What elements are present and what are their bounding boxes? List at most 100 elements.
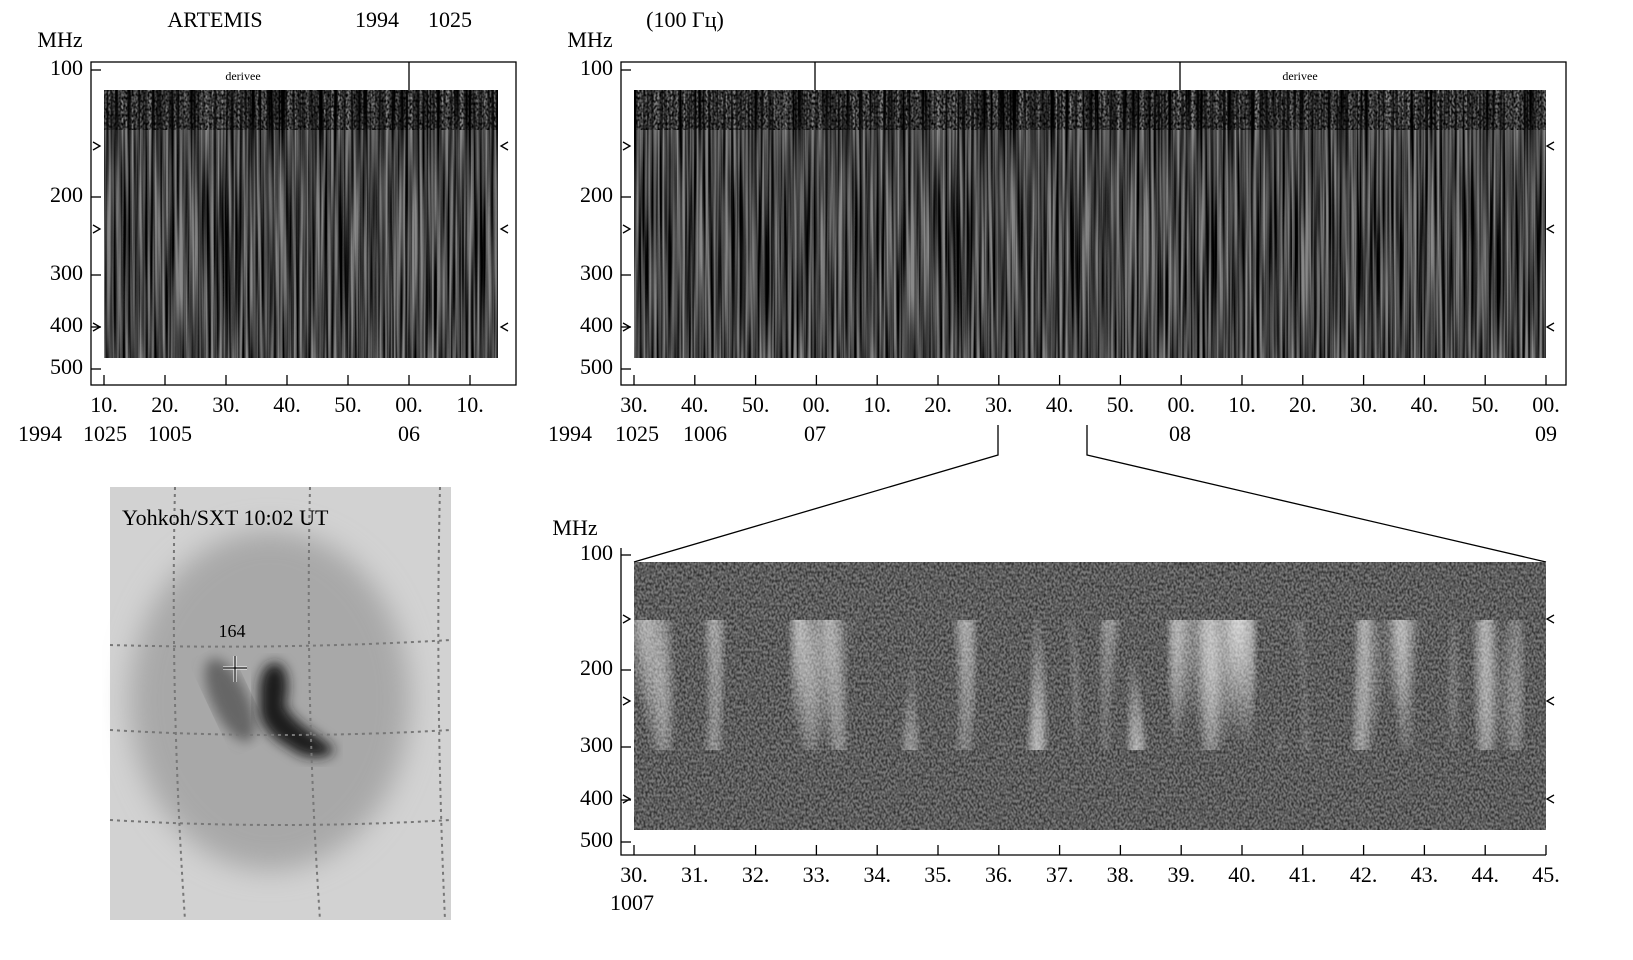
y-tick-label: 300	[580, 732, 613, 757]
x-row2-label: 06	[398, 421, 420, 446]
x-tick-label: 30.	[1350, 392, 1378, 417]
panel-a: ARTEMIS 1994 1025 MHz derivee	[37, 7, 517, 386]
x-tick-label: 20.	[924, 392, 952, 417]
band-marker	[1545, 696, 1555, 706]
x-tick-label: 41.	[1289, 862, 1317, 887]
x-tick-label: 50.	[1471, 392, 1499, 417]
x-row2-label: 1006	[683, 421, 727, 446]
spectrogram-texture	[634, 90, 1546, 358]
y-unit: MHz	[567, 27, 612, 52]
y-tick-label: 300	[580, 260, 613, 285]
note: derivee	[225, 69, 260, 83]
band-marker	[622, 141, 632, 151]
x-tick-label: 40.	[681, 392, 709, 417]
band-marker	[1545, 614, 1555, 624]
y-tick-label: 100	[580, 55, 613, 80]
x-tick-label: 37.	[1046, 862, 1074, 887]
panel-title: (100 Гц)	[646, 7, 724, 32]
y-tick-label: 400	[580, 785, 613, 810]
band-marker	[622, 614, 632, 624]
y-tick-label: 500	[580, 827, 613, 852]
y-tick-label: 200	[580, 655, 613, 680]
x-row2-label: 1025	[615, 421, 659, 446]
band-marker	[622, 322, 632, 332]
x-tick-label: 40.	[1411, 392, 1439, 417]
band-marker	[1545, 794, 1555, 804]
x-tick-label: 00.	[1167, 392, 1195, 417]
x-row2-label: 1994	[548, 421, 592, 446]
x-tick-label: 40.	[1046, 392, 1074, 417]
x-row2-label: 1007	[610, 890, 654, 915]
x-tick-label: 10.	[90, 392, 118, 417]
sxt-cross	[223, 656, 247, 682]
band-marker	[92, 141, 102, 151]
band-marker	[622, 696, 632, 706]
x-row2-label: 1025	[83, 421, 127, 446]
x-tick-label: 00.	[395, 392, 423, 417]
x-tick-label: 42.	[1350, 862, 1378, 887]
x-tick-label: 50.	[742, 392, 770, 417]
band-marker	[92, 224, 102, 234]
sxt-grid	[109, 486, 452, 921]
x-tick-label: 43.	[1411, 862, 1439, 887]
band-marker	[622, 794, 632, 804]
y-tick-label: 400	[580, 312, 613, 337]
zoom-line	[1086, 425, 1547, 563]
band-marker	[92, 322, 102, 332]
x-tick-label: 32.	[742, 862, 770, 887]
x-row2-label: 1005	[148, 421, 192, 446]
panel-title: ARTEMIS	[167, 7, 262, 32]
spectrogram-texture	[104, 90, 498, 130]
band-marker	[499, 224, 509, 234]
x-tick-label: 45.	[1532, 862, 1560, 887]
x-tick-label: 40.	[273, 392, 301, 417]
x-tick-label: 20.	[151, 392, 179, 417]
y-tick-label: 500	[580, 354, 613, 379]
x-tick-label: 44.	[1471, 862, 1499, 887]
y-unit: MHz	[37, 27, 82, 52]
spectrogram-texture	[634, 90, 1546, 130]
x-tick-label: 10.	[456, 392, 484, 417]
x-tick-label: 50.	[334, 392, 362, 417]
y-tick-label: 300	[50, 260, 83, 285]
x-row2-label: 1994	[18, 421, 62, 446]
sxt-core	[259, 662, 335, 758]
band-marker	[622, 224, 632, 234]
y-tick-label: 400	[50, 312, 83, 337]
frame	[90, 61, 517, 386]
x-tick-label: 34.	[863, 862, 891, 887]
x-tick-label: 38.	[1107, 862, 1135, 887]
x-row2-label: 07	[804, 421, 826, 446]
y-tick-label: 200	[50, 182, 83, 207]
band-marker	[1545, 224, 1555, 234]
x-tick-label: 10.	[1228, 392, 1256, 417]
x-tick-label: 33.	[803, 862, 831, 887]
x-tick-label: 20.	[1289, 392, 1317, 417]
x-tick-label: 30.	[212, 392, 240, 417]
sxt-title: Yohkoh/SXT 10:02 UT	[122, 505, 329, 530]
note: derivee	[1282, 69, 1317, 83]
sxt-loop	[204, 658, 256, 742]
x-tick-label: 39.	[1167, 862, 1195, 887]
x-tick-label: 30.	[620, 862, 648, 887]
y-tick-label: 200	[580, 182, 613, 207]
x-tick-label: 30.	[985, 392, 1013, 417]
x-tick-label: 10.	[863, 392, 891, 417]
x-tick-label: 40.	[1228, 862, 1256, 887]
panel-date: 1994	[355, 7, 399, 32]
band-marker	[1545, 322, 1555, 332]
panel-time: 1025	[428, 7, 472, 32]
panel-c: MHz	[552, 515, 1546, 856]
y-tick-label: 100	[580, 540, 613, 565]
y-tick-label: 100	[50, 55, 83, 80]
axes	[620, 548, 1546, 856]
zoom-line	[633, 425, 999, 563]
x-tick-label: 36.	[985, 862, 1013, 887]
x-tick-label: 00.	[803, 392, 831, 417]
band-marker	[499, 141, 509, 151]
frame	[620, 61, 1567, 386]
panel-d: Yohkoh/SXT 10:02 UT 164	[109, 486, 452, 921]
sxt-marker-label: 164	[219, 621, 246, 641]
band-marker	[499, 322, 509, 332]
